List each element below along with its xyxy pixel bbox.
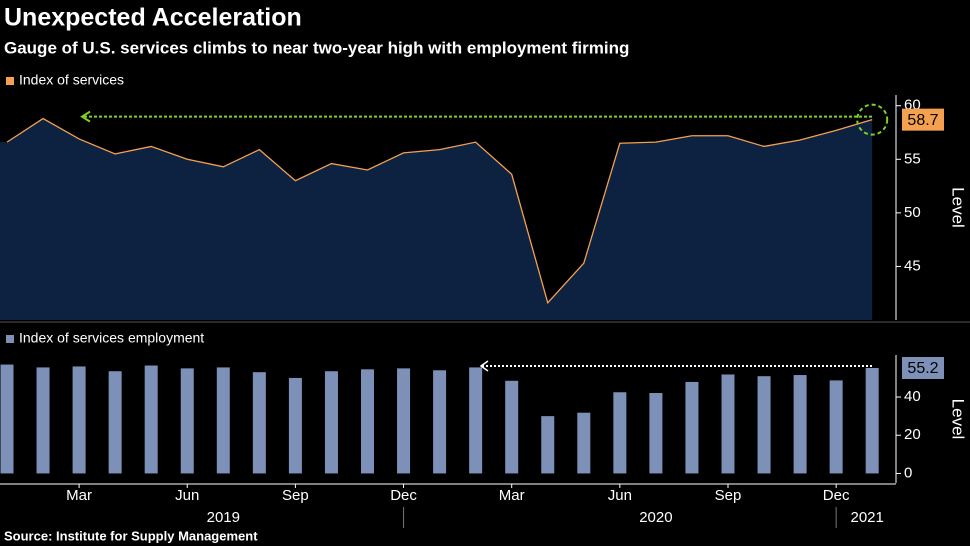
source: Source: Institute for Supply Management (4, 528, 258, 543)
x-tick-label: Dec (823, 487, 850, 504)
bar (829, 380, 843, 474)
y-axis-label: Level (949, 399, 968, 440)
bar (216, 367, 230, 474)
y-tick-label: 20 (904, 426, 921, 443)
y-axis-label: Level (949, 187, 968, 228)
x-tick-label: Mar (66, 487, 92, 504)
bar (72, 366, 86, 474)
bar (469, 367, 483, 474)
arrow-head (80, 110, 91, 123)
bar (180, 368, 194, 474)
bar (36, 367, 50, 474)
year-label: 2021 (851, 509, 884, 526)
bar (865, 367, 879, 474)
bar (252, 372, 266, 474)
bar (577, 412, 591, 474)
y-tick-label: 50 (904, 204, 921, 221)
y-tick-label: 55 (904, 150, 921, 167)
bar (721, 374, 735, 474)
area (0, 118, 873, 320)
value-label-box (902, 108, 944, 131)
bar (144, 365, 158, 474)
year-label: 2019 (207, 509, 240, 526)
bar (324, 371, 338, 474)
arrow-head (479, 360, 489, 372)
highlight-circle (856, 103, 889, 136)
x-tick-label: Mar (499, 487, 525, 504)
x-tick-label: Sep (282, 487, 309, 504)
x-tick-label: Sep (715, 487, 742, 504)
bar (108, 371, 122, 474)
bar (793, 375, 807, 474)
year-label: 2020 (639, 509, 672, 526)
x-tick-label: Dec (390, 487, 417, 504)
bar (361, 369, 374, 474)
y-tick-label: 45 (904, 257, 921, 274)
legend-label: Index of services (19, 72, 124, 88)
bar (288, 377, 302, 474)
value-label: 58.7 (907, 112, 938, 129)
value-label: 55.2 (907, 360, 938, 377)
bar (757, 376, 771, 474)
bar (433, 370, 447, 474)
y-tick-label: 0 (904, 464, 912, 481)
legend-label: Index of services employment (19, 330, 204, 346)
bar (397, 368, 411, 474)
legend-swatch (6, 335, 14, 343)
x-tick-label: Jun (608, 487, 632, 504)
bar (685, 381, 699, 474)
bar (613, 392, 627, 474)
chart-title: Unexpected Acceleration (4, 4, 302, 32)
bar (541, 416, 555, 474)
bar (505, 380, 519, 474)
bar (649, 393, 663, 474)
legend-swatch (6, 77, 14, 85)
y-tick-label: 40 (904, 388, 921, 405)
bar (0, 364, 14, 474)
x-tick-label: Jun (175, 487, 199, 504)
value-label-box (902, 356, 944, 379)
line (6, 117, 873, 305)
chart-subtitle: Gauge of U.S. services climbs to near tw… (4, 38, 629, 57)
